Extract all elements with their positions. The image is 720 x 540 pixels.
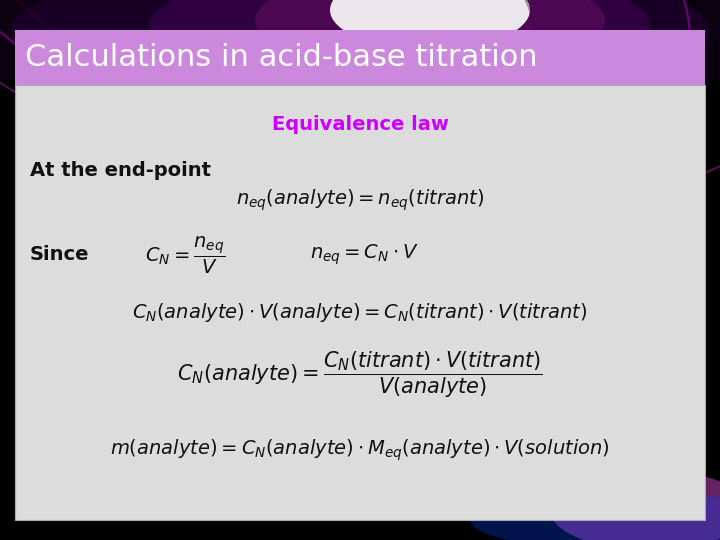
Ellipse shape — [550, 470, 720, 540]
Text: $m(analyte) = C_N(analyte) \cdot M_{eq}(analyte) \cdot V(solution)$: $m(analyte) = C_N(analyte) \cdot M_{eq}(… — [110, 437, 610, 463]
Text: $C_N(analyte) \cdot V(analyte) = C_N(titrant) \cdot V(titrant)$: $C_N(analyte) \cdot V(analyte) = C_N(tit… — [132, 300, 588, 323]
Bar — [15, 30, 705, 85]
Ellipse shape — [255, 0, 605, 70]
Ellipse shape — [470, 490, 720, 540]
Bar — [15, 85, 705, 520]
Ellipse shape — [330, 0, 530, 50]
Bar — [0, 0, 720, 80]
Text: $n_{eq}(analyte) = n_{eq}(titrant)$: $n_{eq}(analyte) = n_{eq}(titrant)$ — [236, 187, 484, 213]
Ellipse shape — [10, 0, 710, 100]
Text: $n_{eq} = C_N \cdot V$: $n_{eq} = C_N \cdot V$ — [310, 243, 418, 267]
Text: Calculations in acid-base titration: Calculations in acid-base titration — [25, 43, 538, 72]
Text: Since: Since — [30, 246, 89, 265]
Text: At the end-point: At the end-point — [30, 160, 211, 179]
Ellipse shape — [150, 0, 650, 85]
Text: Equivalence law: Equivalence law — [271, 116, 449, 134]
Text: $C_N = \dfrac{n_{eq}}{V}$: $C_N = \dfrac{n_{eq}}{V}$ — [145, 234, 225, 275]
Text: $C_N(analyte) = \dfrac{C_N(titrant) \cdot V(titrant)}{V(analyte)}$: $C_N(analyte) = \dfrac{C_N(titrant) \cdo… — [177, 350, 543, 400]
